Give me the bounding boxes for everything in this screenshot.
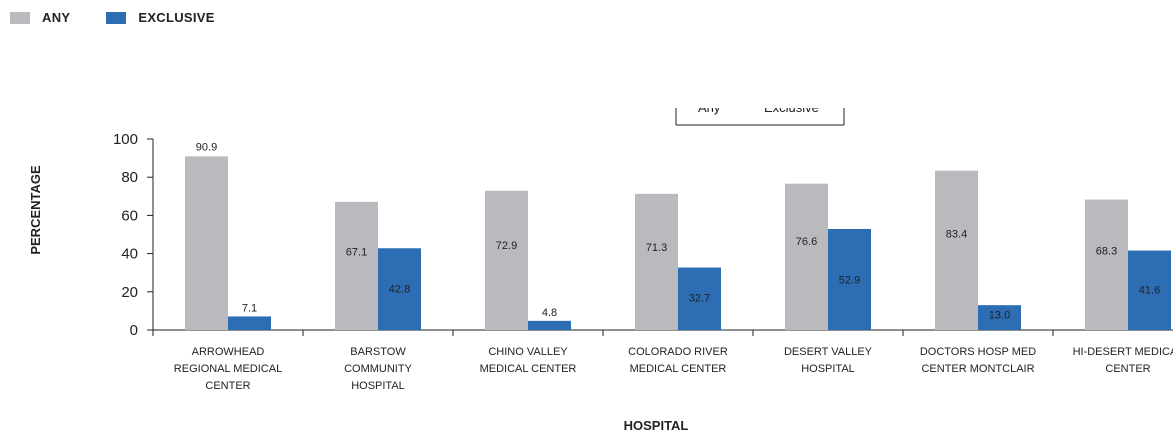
y-tick-label: 100 — [113, 131, 138, 148]
category-label: CHINO VALLEY — [488, 346, 568, 358]
y-tick-label: 60 — [121, 207, 138, 224]
y-tick-label: 40 — [121, 246, 138, 263]
category-label: COMMUNITY — [344, 363, 412, 375]
bar-exclusive — [528, 320, 571, 330]
data-label-exclusive: 52.9 — [839, 275, 860, 287]
bar-series — [185, 156, 1171, 330]
data-label-exclusive: 42.8 — [389, 283, 410, 295]
bar-exclusive — [1128, 250, 1171, 330]
y-tick-label: 20 — [121, 284, 138, 301]
bar-any — [785, 183, 828, 330]
legend-item-exclusive: EXCLUSIVE — [106, 10, 214, 25]
data-label-exclusive: 4.8 — [542, 307, 557, 319]
data-label-any: 68.3 — [1096, 245, 1117, 257]
category-label: ARROWHEAD — [192, 346, 265, 358]
y-axis: 0 20 40 60 80 100 — [113, 131, 154, 339]
category-label: DOCTORS HOSP MED — [920, 346, 1036, 358]
bar-exclusive — [228, 316, 271, 330]
y-tick-label: 80 — [121, 169, 138, 186]
category-label: MEDICAL CENTER — [630, 363, 727, 375]
data-label-any: 90.9 — [196, 141, 217, 153]
category-label: HOSPITAL — [801, 363, 855, 375]
x-axis — [152, 329, 1173, 336]
inner-legend-label-exclusive: Exclusive — [764, 100, 819, 115]
bar-exclusive — [378, 248, 421, 330]
data-label-exclusive: 41.6 — [1139, 284, 1160, 296]
category-label: HI-DESERT MEDICAL — [1073, 346, 1173, 358]
data-label-exclusive: 7.1 — [242, 302, 257, 314]
bar-any — [185, 156, 228, 330]
data-label-any: 67.1 — [346, 247, 367, 259]
category-label: CENTER MONTCLAIR — [921, 363, 1034, 375]
category-label: DESERT VALLEY — [784, 346, 873, 358]
inner-legend-fragment: Any Exclusive — [675, 100, 845, 126]
x-axis-title: HOSPITAL — [624, 418, 689, 431]
data-label-any: 72.9 — [496, 240, 517, 252]
category-labels: ARROWHEAD REGIONAL MEDICAL CENTER BARSTOW CO… — [174, 346, 1173, 392]
category-label: COLORADO RIVER — [628, 346, 728, 358]
legend-label-exclusive: EXCLUSIVE — [138, 10, 215, 25]
bar-any — [935, 170, 978, 330]
bar-exclusive — [678, 267, 721, 330]
data-label-exclusive: 13.0 — [989, 310, 1010, 322]
category-label: REGIONAL MEDICAL — [174, 363, 282, 375]
category-label: BARSTOW — [350, 346, 406, 358]
y-axis-title: PERCENTAGE — [28, 165, 43, 255]
bar-any — [1085, 199, 1128, 330]
category-label: CENTER — [1105, 363, 1150, 375]
inner-legend-label-any: Any — [698, 100, 721, 115]
category-label: CENTER — [205, 380, 250, 392]
legend-swatch-exclusive — [106, 11, 127, 24]
legend-item-any: ANY — [10, 10, 70, 25]
data-label-any: 76.6 — [796, 236, 817, 248]
data-label-exclusive: 32.7 — [689, 292, 710, 304]
bar-exclusive — [828, 228, 871, 330]
bar-any — [485, 190, 528, 330]
bar-any — [335, 201, 378, 330]
data-labels: 90.9 7.1 67.1 42.8 72.9 4.8 71.3 32.7 76.6 52.9 83… — [196, 141, 1160, 321]
bar-any — [635, 193, 678, 330]
data-label-any: 83.4 — [946, 229, 967, 241]
data-label-any: 71.3 — [646, 242, 667, 254]
legend-label-any: ANY — [42, 10, 71, 25]
bar-exclusive — [978, 305, 1021, 330]
y-tick-label: 0 — [130, 322, 138, 339]
chart-legend: ANY EXCLUSIVE — [10, 10, 251, 25]
category-label: MEDICAL CENTER — [480, 363, 577, 375]
legend-swatch-any — [10, 11, 30, 24]
category-label: HOSPITAL — [351, 380, 405, 392]
